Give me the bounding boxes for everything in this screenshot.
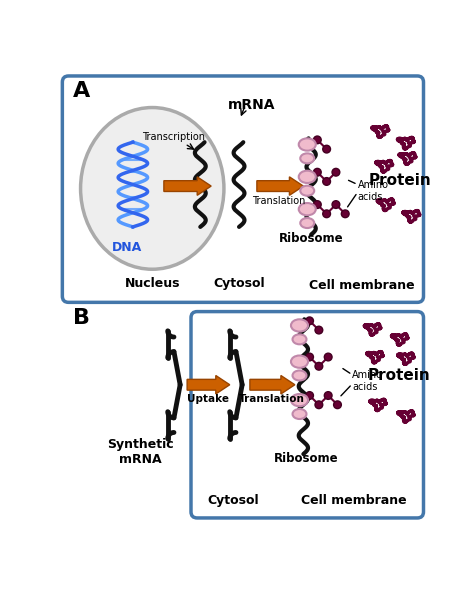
Circle shape bbox=[332, 201, 340, 209]
Text: Cytosol: Cytosol bbox=[213, 277, 265, 290]
Ellipse shape bbox=[291, 319, 308, 332]
Text: Translation: Translation bbox=[239, 394, 304, 404]
Ellipse shape bbox=[299, 138, 316, 151]
Circle shape bbox=[324, 392, 332, 400]
Ellipse shape bbox=[300, 153, 314, 163]
Text: Cell membrane: Cell membrane bbox=[309, 279, 414, 292]
Ellipse shape bbox=[299, 171, 316, 183]
Ellipse shape bbox=[300, 186, 314, 196]
Circle shape bbox=[313, 168, 321, 176]
Text: A: A bbox=[73, 81, 91, 100]
Circle shape bbox=[332, 168, 340, 176]
Ellipse shape bbox=[291, 355, 308, 368]
Text: Amino
acids: Amino acids bbox=[352, 370, 383, 392]
Text: Uptake: Uptake bbox=[187, 394, 229, 404]
Ellipse shape bbox=[292, 334, 307, 344]
Circle shape bbox=[313, 201, 321, 209]
FancyArrow shape bbox=[257, 177, 303, 195]
Ellipse shape bbox=[292, 370, 307, 380]
Circle shape bbox=[306, 317, 313, 325]
Ellipse shape bbox=[81, 108, 224, 269]
Circle shape bbox=[315, 362, 323, 370]
Circle shape bbox=[315, 401, 323, 409]
Text: Ribosome: Ribosome bbox=[279, 232, 344, 245]
Circle shape bbox=[313, 136, 321, 144]
Circle shape bbox=[323, 178, 330, 185]
Circle shape bbox=[323, 145, 330, 153]
Ellipse shape bbox=[299, 203, 316, 215]
FancyArrow shape bbox=[250, 376, 295, 394]
FancyBboxPatch shape bbox=[191, 311, 423, 518]
Text: Protein: Protein bbox=[367, 368, 430, 383]
Ellipse shape bbox=[291, 394, 308, 406]
Text: Cell membrane: Cell membrane bbox=[301, 494, 407, 507]
Text: Nucleus: Nucleus bbox=[125, 277, 180, 290]
Text: Cytosol: Cytosol bbox=[208, 494, 259, 507]
Text: Ribosome: Ribosome bbox=[273, 452, 338, 465]
Circle shape bbox=[306, 353, 313, 361]
Text: Amino
acids: Amino acids bbox=[357, 180, 389, 201]
Text: Translation: Translation bbox=[252, 196, 305, 206]
Ellipse shape bbox=[292, 409, 307, 419]
Text: Transcription: Transcription bbox=[143, 132, 205, 142]
Circle shape bbox=[323, 210, 330, 218]
Circle shape bbox=[324, 353, 332, 361]
FancyArrow shape bbox=[187, 376, 230, 394]
Text: mRNA: mRNA bbox=[228, 97, 275, 112]
FancyArrow shape bbox=[164, 177, 211, 195]
Circle shape bbox=[334, 401, 341, 409]
Text: Protein: Protein bbox=[369, 173, 432, 188]
Text: DNA: DNA bbox=[112, 241, 143, 254]
Text: Synthetic
mRNA: Synthetic mRNA bbox=[107, 438, 174, 466]
Circle shape bbox=[315, 326, 323, 334]
Circle shape bbox=[306, 392, 313, 400]
Text: B: B bbox=[73, 308, 90, 328]
Ellipse shape bbox=[300, 218, 314, 228]
FancyBboxPatch shape bbox=[63, 76, 423, 302]
Circle shape bbox=[341, 210, 349, 218]
